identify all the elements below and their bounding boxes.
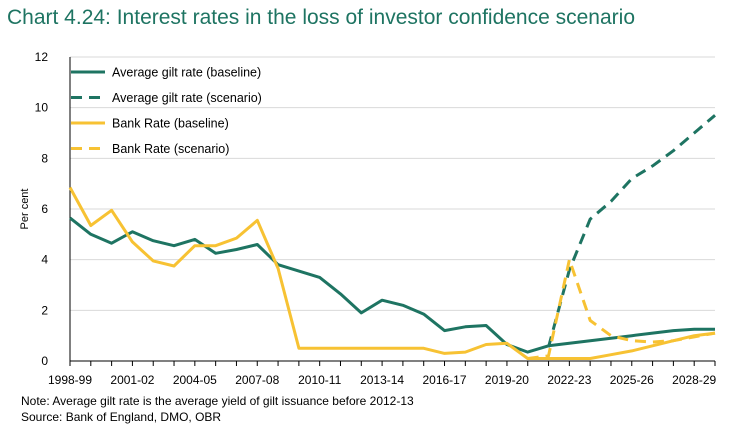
y-tick-label: 4	[41, 253, 48, 267]
axes: 0 2 4 6 8 10 12 1998-99 2001-02 2004-05 2007-08 201…	[19, 50, 717, 387]
legend: Average gilt rate (baseline) Average gilt…	[71, 66, 262, 156]
series-line-bank-rate-baseline	[68, 186, 716, 360]
chart-title: Chart 4.24: Interest rates in the loss o…	[7, 6, 636, 29]
chart-note: Note: Average gilt rate is the average y…	[21, 394, 414, 408]
x-tick-label: 2007-08	[235, 373, 279, 387]
chart-footnotes: Note: Average gilt rate is the average y…	[21, 393, 414, 425]
x-tick-label: 2004-05	[173, 373, 217, 387]
x-tick-label: 2010-11	[298, 373, 341, 387]
x-tick-label: 2016-17	[422, 373, 466, 387]
series-lines	[68, 114, 716, 360]
y-tick-label: 8	[41, 151, 48, 165]
legend-label: Average gilt rate (scenario)	[112, 91, 262, 105]
gridlines	[70, 56, 715, 311]
series-line-average-gilt-rate-scenario	[547, 114, 716, 348]
series-line-average-gilt-rate-baseline	[69, 216, 715, 354]
y-tick-label: 12	[35, 50, 49, 64]
line-chart: 0 2 4 6 8 10 12 1998-99 2001-02 2004-05 2007-08 201…	[19, 50, 717, 387]
y-tick-label: 10	[35, 101, 49, 115]
x-tick-label: 1998-99	[48, 373, 92, 387]
legend-label: Bank Rate (baseline)	[112, 117, 229, 131]
x-tick-label: 2028-29	[672, 373, 716, 387]
y-axis-title: Per cent	[19, 189, 31, 230]
x-tick-label: 2019-20	[485, 373, 529, 387]
legend-label: Average gilt rate (baseline)	[112, 66, 261, 80]
chart-source: Source: Bank of England, DMO, OBR	[21, 410, 222, 424]
y-tick-label: 2	[41, 303, 48, 317]
x-tick-label: 2025-26	[610, 373, 654, 387]
x-tick-label: 2022-23	[547, 373, 591, 387]
x-tick-label: 2013-14	[360, 373, 404, 387]
x-tick-label: 2001-02	[110, 373, 154, 387]
series-line-bank-rate-scenario	[527, 258, 716, 360]
y-tick-label: 6	[41, 202, 48, 216]
legend-label: Bank Rate (scenario)	[112, 142, 229, 156]
y-tick-label: 0	[41, 354, 48, 368]
